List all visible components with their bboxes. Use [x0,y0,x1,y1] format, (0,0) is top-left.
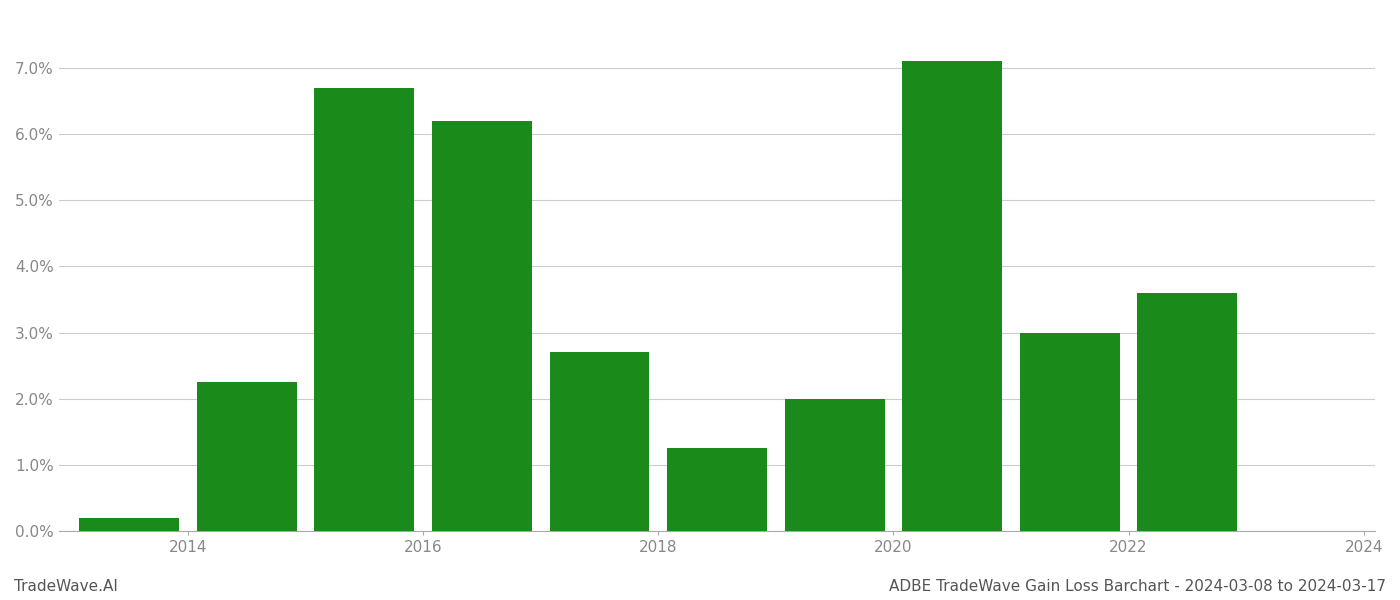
Bar [1137,293,1238,531]
Bar [668,448,767,531]
Bar [902,61,1002,531]
Text: TradeWave.AI: TradeWave.AI [14,579,118,594]
Bar [433,121,532,531]
Bar [1019,332,1120,531]
Bar [80,518,179,531]
Text: ADBE TradeWave Gain Loss Barchart - 2024-03-08 to 2024-03-17: ADBE TradeWave Gain Loss Barchart - 2024… [889,579,1386,594]
Bar [550,352,650,531]
Bar [784,398,885,531]
Bar [315,88,414,531]
Bar [197,382,297,531]
